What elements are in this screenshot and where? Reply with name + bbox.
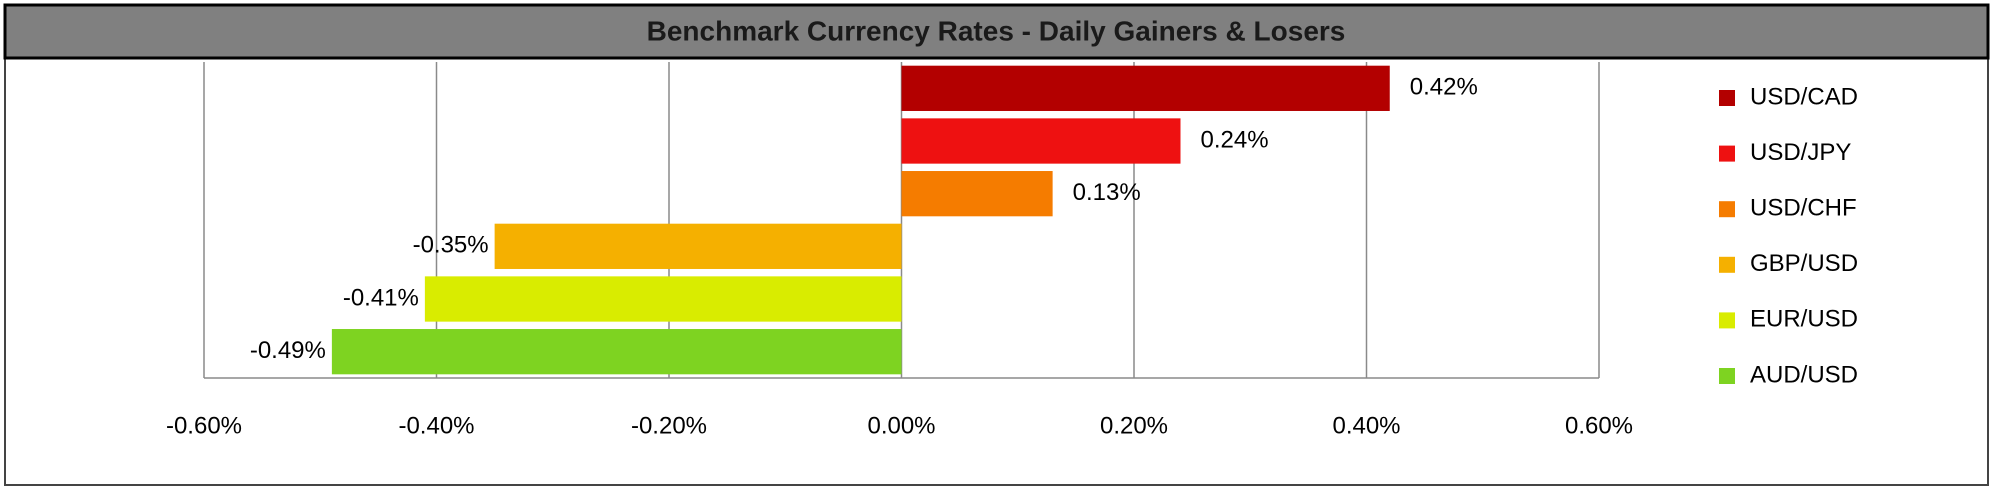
legend-swatch: [1719, 312, 1735, 329]
legend-swatch: [1719, 256, 1735, 273]
legend-label: USD/CHF: [1750, 195, 1857, 222]
legend-swatch: [1719, 201, 1735, 218]
x-tick-label: 0.20%: [1100, 412, 1168, 439]
data-label: -0.49%: [250, 337, 326, 364]
x-tick-label: -0.60%: [166, 412, 242, 439]
x-tick-label: 0.40%: [1332, 412, 1400, 439]
bar: [901, 118, 1181, 164]
legend-swatch: [1719, 90, 1735, 106]
legend-label: USD/JPY: [1750, 139, 1851, 166]
title-bar: [3, 3, 1990, 60]
data-label: 0.42%: [1410, 74, 1478, 101]
legend-swatch: [1719, 368, 1735, 384]
x-tick-label: 0.00%: [867, 412, 935, 439]
legend-swatch: [1719, 145, 1735, 162]
x-tick-label: 0.60%: [1565, 412, 1633, 439]
bar: [901, 65, 1390, 111]
data-label: -0.41%: [343, 284, 419, 311]
x-tick-label: -0.40%: [398, 412, 474, 439]
bar: [494, 223, 902, 269]
bar: [331, 329, 902, 375]
data-label: 0.13%: [1073, 179, 1141, 206]
legend-label: EUR/USD: [1750, 306, 1858, 333]
bar: [901, 171, 1053, 217]
data-label: 0.24%: [1201, 126, 1269, 153]
legend-label: GBP/USD: [1750, 250, 1858, 277]
chart-title: Benchmark Currency Rates - Daily Gainers…: [647, 15, 1346, 46]
legend-label: AUD/USD: [1750, 361, 1858, 388]
bar: [424, 276, 902, 322]
x-tick-label: -0.20%: [631, 412, 707, 439]
data-label: -0.35%: [413, 232, 489, 259]
legend-label: USD/CAD: [1750, 83, 1858, 110]
